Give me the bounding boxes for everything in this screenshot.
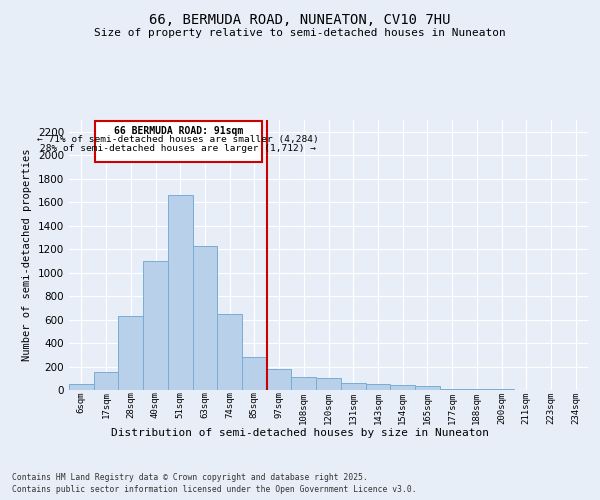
Bar <box>168 195 193 390</box>
Text: Size of property relative to semi-detached houses in Nuneaton: Size of property relative to semi-detach… <box>94 28 506 38</box>
Bar <box>390 386 415 390</box>
Text: ← 71% of semi-detached houses are smaller (4,284): ← 71% of semi-detached houses are smalle… <box>37 136 319 144</box>
Bar <box>143 261 168 390</box>
Text: 28% of semi-detached houses are larger (1,712) →: 28% of semi-detached houses are larger (… <box>40 144 316 153</box>
Y-axis label: Number of semi-detached properties: Number of semi-detached properties <box>22 149 32 361</box>
Bar <box>217 314 242 390</box>
Bar <box>415 386 440 390</box>
Bar <box>440 389 464 390</box>
Bar <box>292 377 316 390</box>
Bar <box>489 389 514 390</box>
Bar <box>69 384 94 390</box>
Bar <box>95 121 262 162</box>
Text: 66, BERMUDA ROAD, NUNEATON, CV10 7HU: 66, BERMUDA ROAD, NUNEATON, CV10 7HU <box>149 12 451 26</box>
Bar <box>94 372 118 390</box>
Bar <box>341 383 365 390</box>
Text: Contains public sector information licensed under the Open Government Licence v3: Contains public sector information licen… <box>12 485 416 494</box>
Bar <box>118 316 143 390</box>
Text: Distribution of semi-detached houses by size in Nuneaton: Distribution of semi-detached houses by … <box>111 428 489 438</box>
Bar <box>316 378 341 390</box>
Bar <box>267 370 292 390</box>
Text: Contains HM Land Registry data © Crown copyright and database right 2025.: Contains HM Land Registry data © Crown c… <box>12 472 368 482</box>
Bar <box>193 246 217 390</box>
Text: 66 BERMUDA ROAD: 91sqm: 66 BERMUDA ROAD: 91sqm <box>114 126 243 136</box>
Bar <box>242 357 267 390</box>
Bar <box>365 384 390 390</box>
